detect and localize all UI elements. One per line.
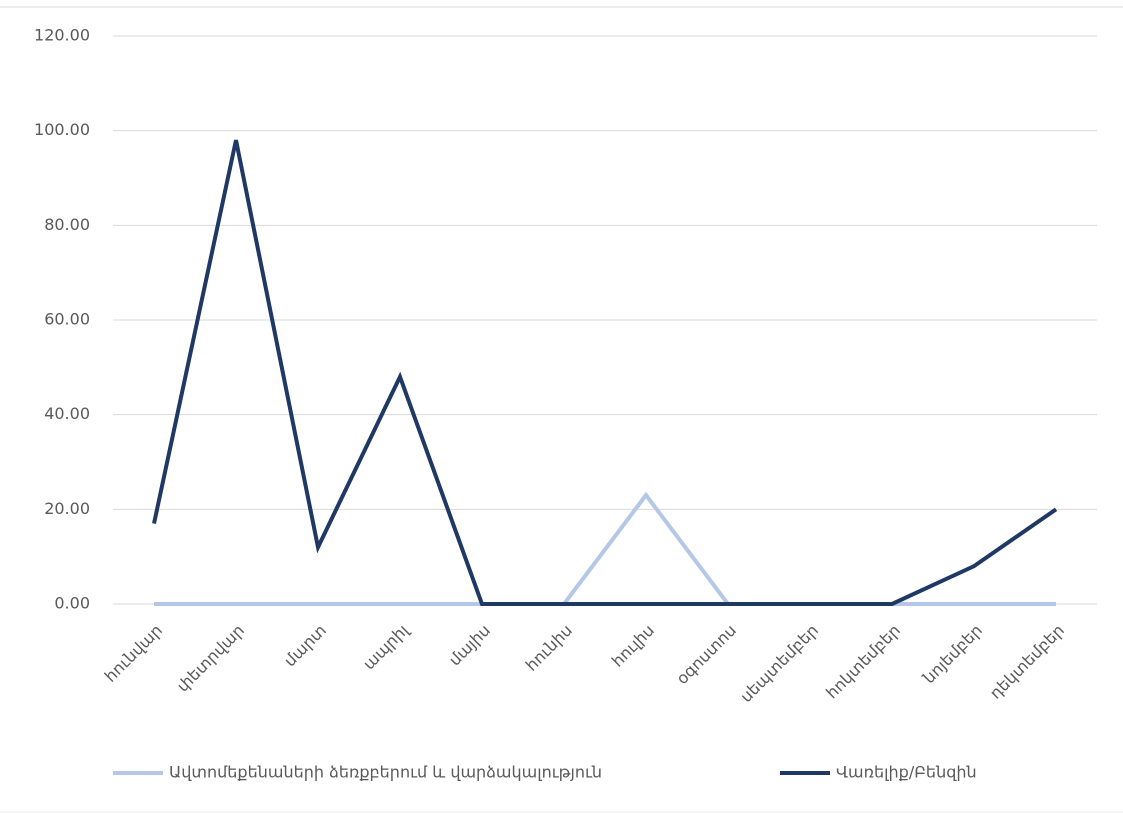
y-tick-label: 40.00: [44, 404, 90, 423]
x-tick-label: դեկտեմբեր: [986, 621, 1068, 703]
y-tick-label: 120.00: [34, 26, 90, 45]
x-tick-label: օգոստոս: [673, 621, 740, 688]
y-tick-label: 60.00: [44, 310, 90, 329]
series-line: [152, 139, 1058, 606]
x-tick-label: մայիս: [445, 621, 494, 670]
y-tick-label: 0.00: [54, 594, 90, 613]
y-tick-label: 100.00: [34, 120, 90, 139]
legend-label: Վառելիք/Բենզին: [836, 763, 977, 782]
x-tick-label: փետրվար: [173, 621, 248, 696]
y-tick-label: 20.00: [44, 499, 90, 518]
y-tick-label: 80.00: [44, 215, 90, 234]
x-tick-label: ապրիլ: [359, 620, 412, 673]
x-tick-label: հոկտեմբեր: [822, 621, 904, 703]
x-tick-label: սեպտեմբեր: [736, 621, 822, 707]
x-tick-label: հունվար: [101, 621, 166, 686]
legend-label: Ավտոմեքենաների ձեռքբերում և վարձակալությ…: [169, 763, 602, 782]
x-tick-label: մարտ: [280, 621, 330, 671]
series-line: [154, 491, 1056, 606]
x-tick-label: հունիս: [522, 621, 576, 675]
x-tick-label: նոյեմբեր: [919, 621, 986, 688]
x-tick-label: հուլիս: [608, 621, 658, 671]
